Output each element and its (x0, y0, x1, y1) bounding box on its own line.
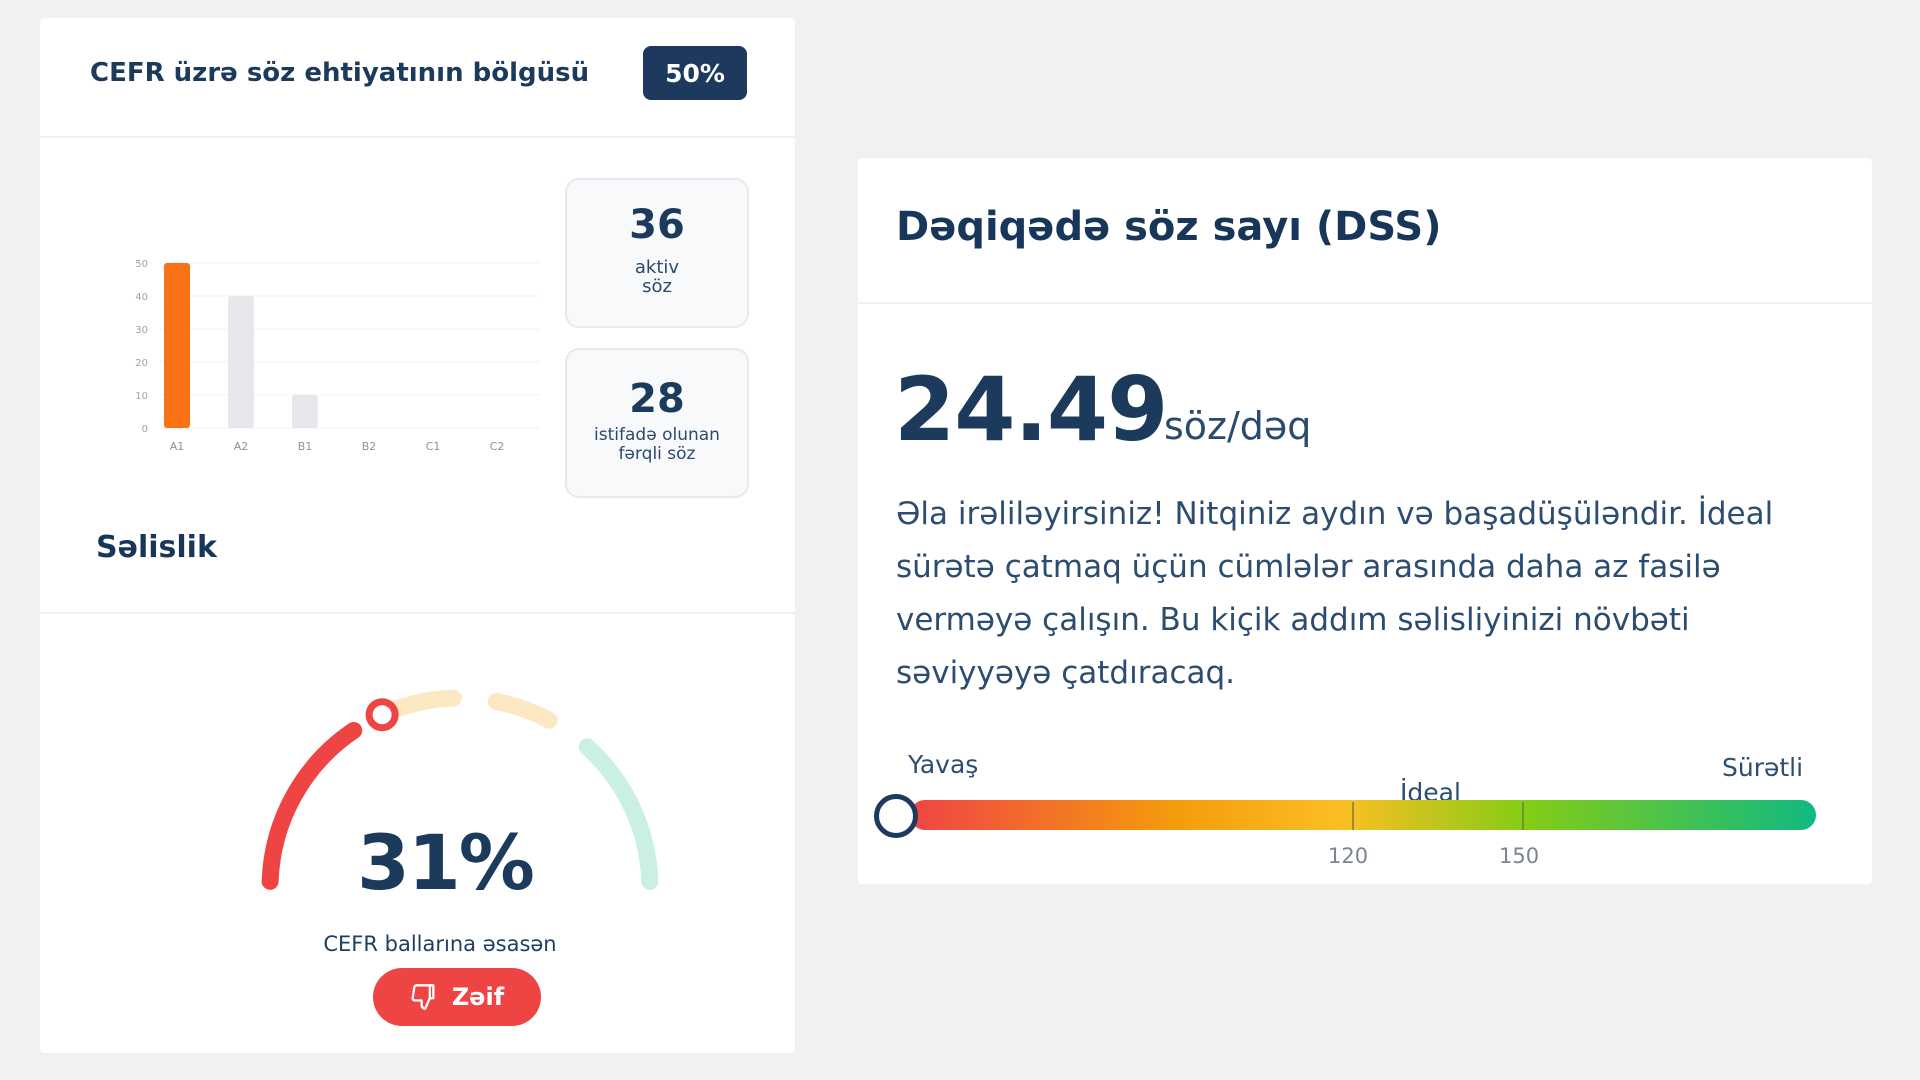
chart-y-tick-label: 30 (135, 325, 148, 336)
speed-scale-marker (874, 794, 918, 838)
active-words-label-line1: aktiv (634, 257, 680, 278)
speed-scale-tick-150 (1522, 802, 1524, 830)
distinct-words-label-line2: fərqli söz (618, 444, 696, 464)
distinct-words-stat: 28 istifadə olunan fərqli söz (565, 348, 749, 498)
gauge-segment-mid (383, 689, 462, 720)
vocabulary-card: CEFR üzrə söz ehtiyatının bölgüsü 50% 0 1… (40, 18, 795, 1053)
chart-y-tick-label: 0 (142, 424, 148, 435)
active-words-value: 36 (629, 202, 685, 248)
wpm-value: 24.49 (894, 358, 1168, 461)
speed-scale-track (910, 800, 1816, 830)
distinct-words-label: istifadə olunan fərqli söz (567, 426, 747, 464)
vocabulary-percent-badge: 50% (643, 46, 747, 100)
speed-scale-slow-label: Yavaş (908, 750, 979, 779)
fluency-rating-badge: Zəif (373, 968, 541, 1026)
thumbs-down-icon (411, 984, 435, 1010)
gauge-segment-good (487, 692, 558, 729)
chart-x-tick-label: A2 (234, 440, 249, 453)
chart-bar-a1 (164, 263, 190, 428)
vocabulary-card-header: CEFR üzrə söz ehtiyatının bölgüsü 50% (40, 18, 795, 138)
wpm-unit: söz/dəq (1164, 404, 1312, 448)
active-words-label-line2: söz (642, 276, 672, 297)
chart-bar-b1 (292, 395, 318, 428)
fluency-title: Səlislik (96, 530, 217, 565)
speed-scale-tick-120 (1352, 802, 1354, 830)
chart-y-tick-label: 10 (135, 391, 148, 402)
chart-x-tick-label: C2 (490, 440, 505, 453)
active-words-label: aktiv söz (567, 258, 747, 296)
cefr-bar-chart: 0 10 20 30 40 50 A1 A2 B1 B2 C1 C2 (135, 259, 540, 453)
fluency-rating-label: Zəif (451, 983, 505, 1011)
fluency-caption: CEFR ballarına əsasən (323, 932, 557, 956)
fluency-gauge (261, 689, 659, 890)
active-words-stat: 36 aktiv söz (565, 178, 749, 328)
fluency-divider (40, 612, 795, 614)
wpm-card-header: Dəqiqədə söz sayı (DSS) (858, 158, 1872, 304)
wpm-feedback: Əla irəliləyirsiniz! Nitqiniz aydın və b… (896, 496, 1774, 691)
chart-bar-a2 (228, 296, 254, 428)
speed-scale-fast-label: Sürətli (1722, 753, 1804, 782)
distinct-words-label-line1: istifadə olunan (594, 425, 720, 445)
chart-x-tick-label: B1 (298, 440, 313, 453)
fluency-percent: 31% (357, 818, 535, 907)
chart-x-tick-label: B2 (362, 440, 377, 453)
chart-x-tick-label: A1 (170, 440, 185, 453)
speed-scale-tick-label-120: 120 (1328, 844, 1369, 868)
gauge-segment-high (578, 738, 659, 890)
gauge-value-marker (365, 698, 399, 732)
gauge-segment-low (261, 721, 363, 890)
wpm-card: Dəqiqədə söz sayı (DSS) 24.49 söz/dəq Əl… (858, 158, 1872, 884)
speed-scale-tick-label-150: 150 (1499, 844, 1540, 868)
chart-y-tick-label: 20 (135, 358, 148, 369)
wpm-card-title: Dəqiqədə söz sayı (DSS) (896, 204, 1442, 250)
chart-y-tick-label: 50 (135, 259, 148, 270)
distinct-words-value: 28 (629, 376, 685, 422)
vocabulary-card-title: CEFR üzrə söz ehtiyatının bölgüsü (90, 58, 590, 88)
chart-x-tick-label: C1 (426, 440, 441, 453)
chart-y-tick-label: 40 (135, 292, 148, 303)
